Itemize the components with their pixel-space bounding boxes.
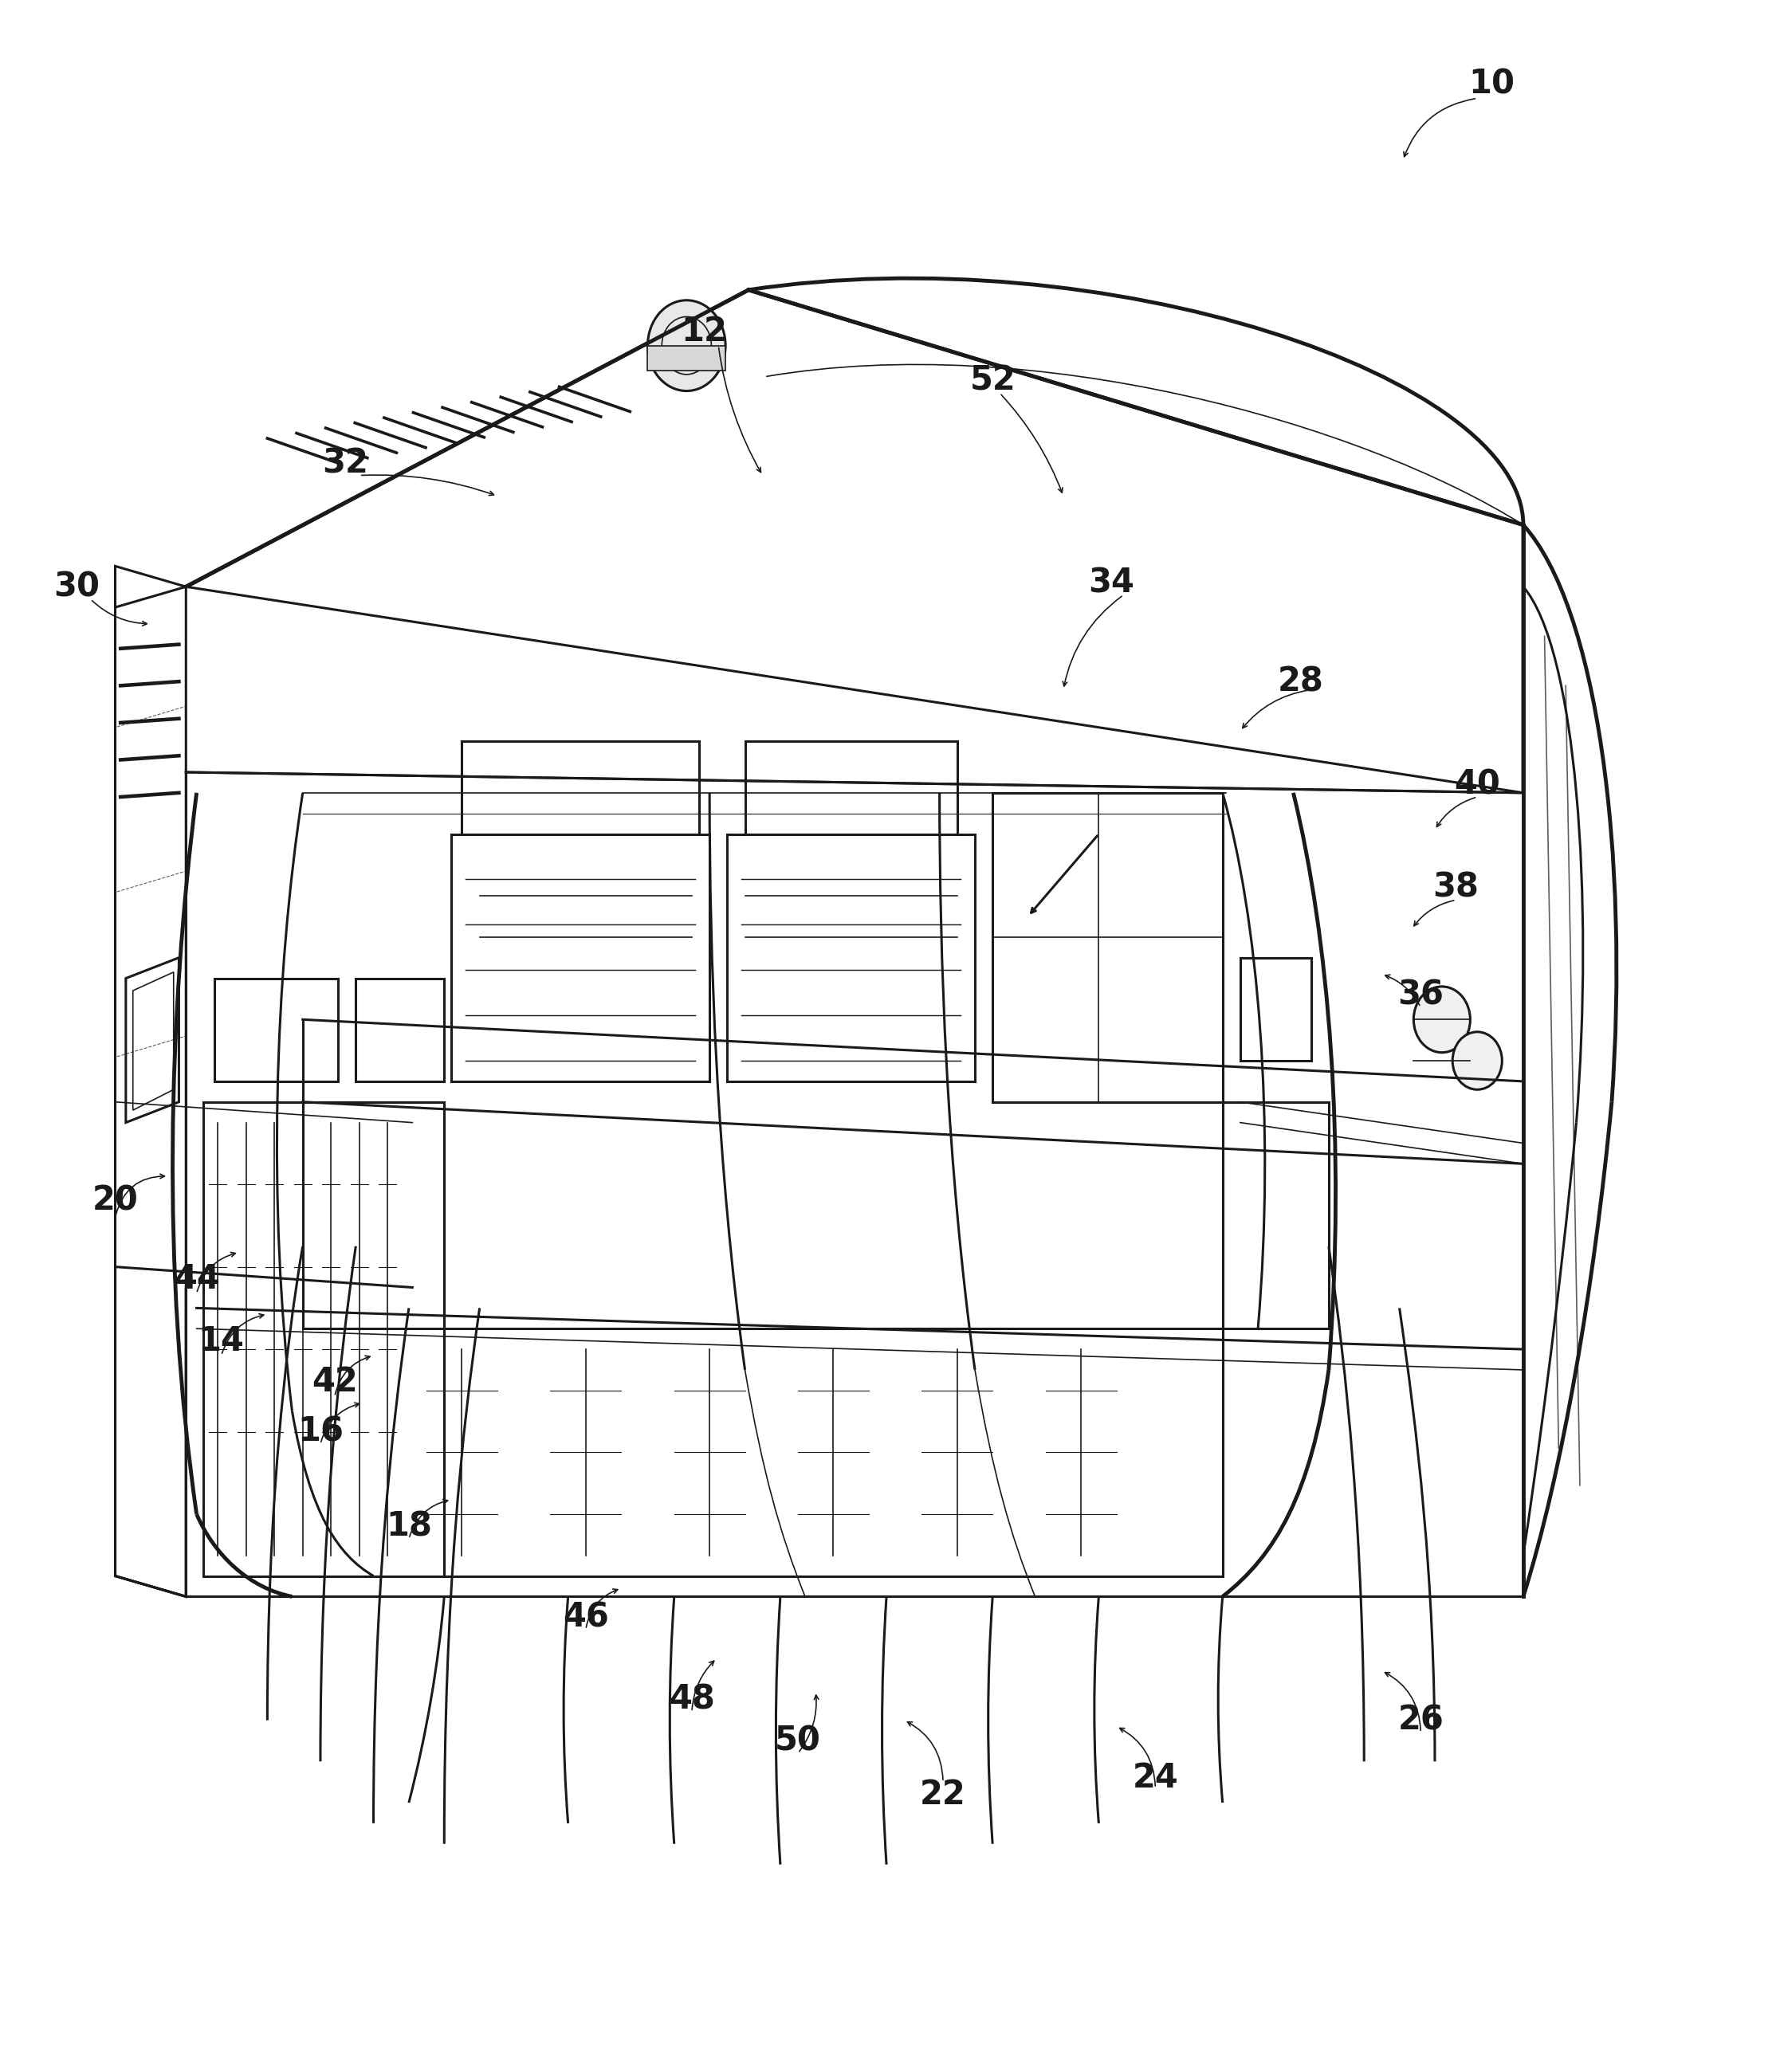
Text: 28: 28 <box>1278 665 1324 698</box>
Text: 24: 24 <box>1132 1761 1178 1794</box>
Text: 50: 50 <box>774 1724 821 1757</box>
Text: 22: 22 <box>920 1778 967 1811</box>
Text: 18: 18 <box>386 1510 433 1544</box>
Circle shape <box>1413 986 1470 1053</box>
Text: 36: 36 <box>1397 978 1444 1011</box>
Text: 34: 34 <box>1088 566 1134 599</box>
Circle shape <box>1452 1032 1502 1090</box>
Text: 16: 16 <box>297 1415 344 1448</box>
Text: 12: 12 <box>682 315 728 348</box>
Text: 14: 14 <box>198 1324 244 1357</box>
Text: 10: 10 <box>1468 66 1515 102</box>
Text: 42: 42 <box>312 1365 358 1399</box>
Text: 46: 46 <box>562 1600 609 1635</box>
Text: 38: 38 <box>1433 870 1479 903</box>
Text: 26: 26 <box>1397 1703 1444 1736</box>
Text: 40: 40 <box>1454 769 1501 802</box>
Text: 52: 52 <box>970 365 1016 398</box>
Text: 20: 20 <box>93 1183 139 1218</box>
Circle shape <box>648 300 726 392</box>
Text: 48: 48 <box>669 1682 716 1716</box>
Text: 32: 32 <box>322 445 368 481</box>
Text: 30: 30 <box>53 570 100 603</box>
Polygon shape <box>648 346 726 371</box>
Text: 44: 44 <box>174 1262 219 1295</box>
